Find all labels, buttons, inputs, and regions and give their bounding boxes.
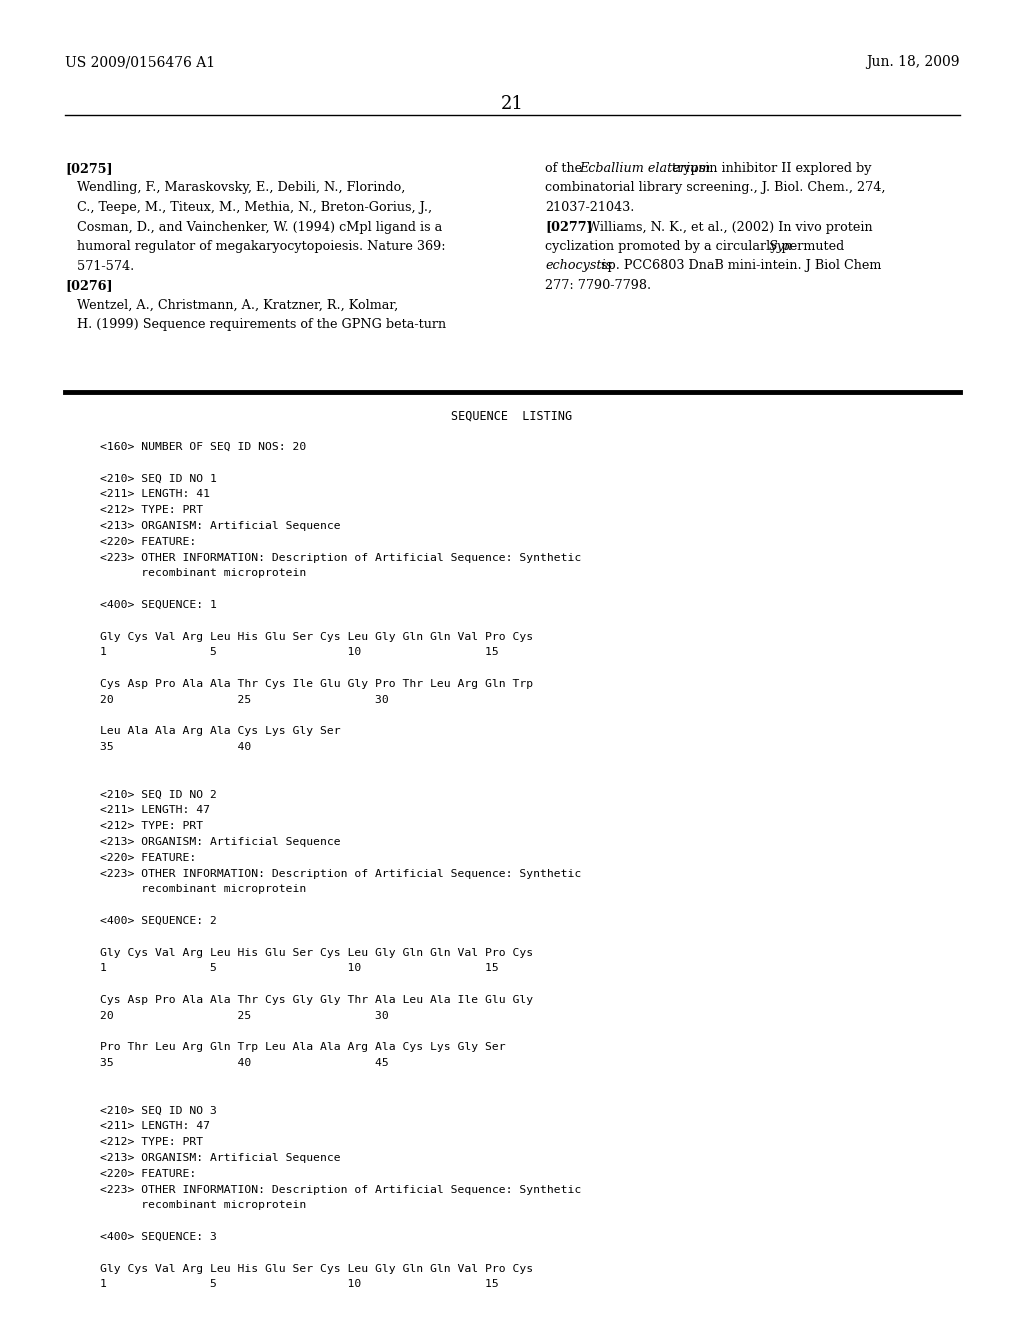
Text: Cosman, D., and Vainchenker, W. (1994) cMpl ligand is a: Cosman, D., and Vainchenker, W. (1994) c… — [65, 220, 442, 234]
Text: Pro Thr Leu Arg Gln Trp Leu Ala Ala Arg Ala Cys Lys Gly Ser: Pro Thr Leu Arg Gln Trp Leu Ala Ala Arg … — [100, 1043, 506, 1052]
Text: US 2009/0156476 A1: US 2009/0156476 A1 — [65, 55, 215, 69]
Text: <212> TYPE: PRT: <212> TYPE: PRT — [100, 506, 203, 515]
Text: <211> LENGTH: 47: <211> LENGTH: 47 — [100, 1122, 210, 1131]
Text: <223> OTHER INFORMATION: Description of Artificial Sequence: Synthetic: <223> OTHER INFORMATION: Description of … — [100, 1184, 582, 1195]
Text: recombinant microprotein: recombinant microprotein — [100, 884, 306, 895]
Text: humoral regulator of megakaryocytopoiesis. Nature 369:: humoral regulator of megakaryocytopoiesi… — [65, 240, 445, 253]
Text: Wendling, F., Maraskovsky, E., Debili, N., Florindo,: Wendling, F., Maraskovsky, E., Debili, N… — [65, 181, 406, 194]
Text: Williams, N. K., et al., (2002) In vivo protein: Williams, N. K., et al., (2002) In vivo … — [587, 220, 872, 234]
Text: <400> SEQUENCE: 1: <400> SEQUENCE: 1 — [100, 601, 217, 610]
Text: 35                  40: 35 40 — [100, 742, 251, 752]
Text: of the: of the — [545, 162, 586, 176]
Text: H. (1999) Sequence requirements of the GPNG beta-turn: H. (1999) Sequence requirements of the G… — [65, 318, 446, 331]
Text: [0275]: [0275] — [65, 162, 113, 176]
Text: C., Teepe, M., Titeux, M., Methia, N., Breton-Gorius, J.,: C., Teepe, M., Titeux, M., Methia, N., B… — [65, 201, 432, 214]
Text: <210> SEQ ID NO 1: <210> SEQ ID NO 1 — [100, 474, 217, 483]
Text: 21: 21 — [501, 95, 523, 114]
Text: Ecballium elaterium: Ecballium elaterium — [579, 162, 711, 176]
Text: <213> ORGANISM: Artificial Sequence: <213> ORGANISM: Artificial Sequence — [100, 1152, 341, 1163]
Text: <213> ORGANISM: Artificial Sequence: <213> ORGANISM: Artificial Sequence — [100, 521, 341, 531]
Text: cyclization promoted by a circularly permuted: cyclization promoted by a circularly per… — [545, 240, 848, 253]
Text: Wentzel, A., Christmann, A., Kratzner, R., Kolmar,: Wentzel, A., Christmann, A., Kratzner, R… — [65, 298, 398, 312]
Text: Gly Cys Val Arg Leu His Glu Ser Cys Leu Gly Gln Gln Val Pro Cys: Gly Cys Val Arg Leu His Glu Ser Cys Leu … — [100, 631, 534, 642]
Text: <160> NUMBER OF SEQ ID NOS: 20: <160> NUMBER OF SEQ ID NOS: 20 — [100, 442, 306, 451]
Text: SEQUENCE  LISTING: SEQUENCE LISTING — [452, 411, 572, 422]
Text: <211> LENGTH: 41: <211> LENGTH: 41 — [100, 490, 210, 499]
Text: Gly Cys Val Arg Leu His Glu Ser Cys Leu Gly Gln Gln Val Pro Cys: Gly Cys Val Arg Leu His Glu Ser Cys Leu … — [100, 1263, 534, 1274]
Text: 571-574.: 571-574. — [65, 260, 134, 272]
Text: Gly Cys Val Arg Leu His Glu Ser Cys Leu Gly Gln Gln Val Pro Cys: Gly Cys Val Arg Leu His Glu Ser Cys Leu … — [100, 948, 534, 957]
Text: <210> SEQ ID NO 2: <210> SEQ ID NO 2 — [100, 789, 217, 800]
Text: sp. PCC6803 DnaB mini-intein. J Biol Chem: sp. PCC6803 DnaB mini-intein. J Biol Che… — [597, 260, 882, 272]
Text: <220> FEATURE:: <220> FEATURE: — [100, 537, 197, 546]
Text: 21037-21043.: 21037-21043. — [545, 201, 635, 214]
Text: <211> LENGTH: 47: <211> LENGTH: 47 — [100, 805, 210, 816]
Text: <212> TYPE: PRT: <212> TYPE: PRT — [100, 1138, 203, 1147]
Text: <213> ORGANISM: Artificial Sequence: <213> ORGANISM: Artificial Sequence — [100, 837, 341, 847]
Text: <400> SEQUENCE: 3: <400> SEQUENCE: 3 — [100, 1232, 217, 1242]
Text: recombinant microprotein: recombinant microprotein — [100, 569, 306, 578]
Text: <210> SEQ ID NO 3: <210> SEQ ID NO 3 — [100, 1106, 217, 1115]
Text: <220> FEATURE:: <220> FEATURE: — [100, 853, 197, 863]
Text: <400> SEQUENCE: 2: <400> SEQUENCE: 2 — [100, 916, 217, 927]
Text: trypsin inhibitor II explored by: trypsin inhibitor II explored by — [668, 162, 871, 176]
Text: Cys Asp Pro Ala Ala Thr Cys Gly Gly Thr Ala Leu Ala Ile Glu Gly: Cys Asp Pro Ala Ala Thr Cys Gly Gly Thr … — [100, 995, 534, 1005]
Text: combinatorial library screening., J. Biol. Chem., 274,: combinatorial library screening., J. Bio… — [545, 181, 886, 194]
Text: Jun. 18, 2009: Jun. 18, 2009 — [866, 55, 961, 69]
Text: <223> OTHER INFORMATION: Description of Artificial Sequence: Synthetic: <223> OTHER INFORMATION: Description of … — [100, 869, 582, 879]
Text: 1               5                   10                  15: 1 5 10 15 — [100, 1279, 499, 1290]
Text: recombinant microprotein: recombinant microprotein — [100, 1200, 306, 1210]
Text: 1               5                   10                  15: 1 5 10 15 — [100, 964, 499, 973]
Text: <223> OTHER INFORMATION: Description of Artificial Sequence: Synthetic: <223> OTHER INFORMATION: Description of … — [100, 553, 582, 562]
Text: <212> TYPE: PRT: <212> TYPE: PRT — [100, 821, 203, 832]
Text: echocystis: echocystis — [545, 260, 612, 272]
Text: Cys Asp Pro Ala Ala Thr Cys Ile Glu Gly Pro Thr Leu Arg Gln Trp: Cys Asp Pro Ala Ala Thr Cys Ile Glu Gly … — [100, 678, 534, 689]
Text: Leu Ala Ala Arg Ala Cys Lys Gly Ser: Leu Ala Ala Arg Ala Cys Lys Gly Ser — [100, 726, 341, 737]
Text: 20                  25                  30: 20 25 30 — [100, 1011, 389, 1020]
Text: 35                  40                  45: 35 40 45 — [100, 1059, 389, 1068]
Text: Syn-: Syn- — [769, 240, 798, 253]
Text: 277: 7790-7798.: 277: 7790-7798. — [545, 279, 651, 292]
Text: [0276]: [0276] — [65, 279, 113, 292]
Text: <220> FEATURE:: <220> FEATURE: — [100, 1168, 197, 1179]
Text: [0277]: [0277] — [545, 220, 593, 234]
Text: 20                  25                  30: 20 25 30 — [100, 694, 389, 705]
Text: 1               5                   10                  15: 1 5 10 15 — [100, 647, 499, 657]
